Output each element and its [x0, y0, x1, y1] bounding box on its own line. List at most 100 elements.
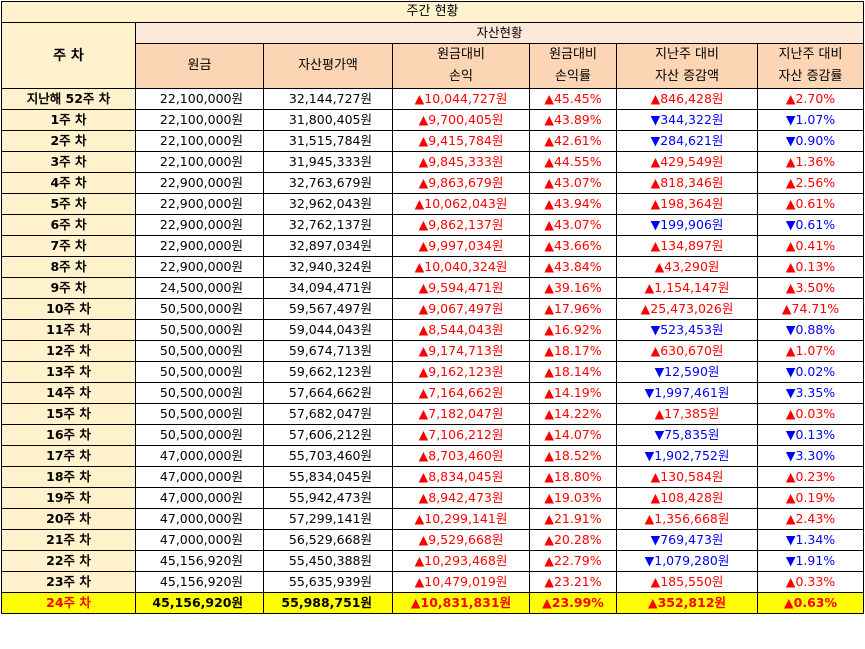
table-row: 4주 차 22,900,000원 32,763,679원 ▲9,863,679원 ▲43…	[1, 172, 865, 194]
pl-cell: ▲8,942,473원	[392, 487, 530, 509]
week-cell: 7주 차	[1, 235, 136, 257]
weekly-change-cell: ▲1,356,668원	[616, 508, 758, 530]
pl-rate-cell: ▲16.92%	[529, 319, 617, 341]
weekly-change-cell: ▲43,290원	[616, 256, 758, 278]
weekly-change-cell: ▼1,997,461원	[616, 382, 758, 404]
weekly-change-cell: ▲108,428원	[616, 487, 758, 509]
header-group-row: 주 차 자산현황	[1, 22, 865, 89]
pl-cell: ▲7,106,212원	[392, 424, 530, 446]
weekly-change-cell: ▼344,322원	[616, 109, 758, 131]
asset-value-cell: 55,450,388원	[263, 550, 393, 572]
asset-value-cell: 31,945,333원	[263, 151, 393, 173]
table-row: 13주 차 50,500,000원 59,662,123원 ▲9,162,123원 ▲1…	[1, 361, 865, 383]
weekly-change-rate-cell: ▲0.61%	[756, 193, 865, 215]
principal-cell: 47,000,000원	[135, 466, 264, 488]
principal-cell: 22,100,000원	[135, 130, 264, 152]
asset-value-cell: 32,897,034원	[263, 235, 393, 257]
pl-rate-cell: ▲45.45%	[529, 88, 617, 110]
weekly-change-rate-cell: ▲0.63%	[756, 592, 865, 614]
table-row: 11주 차 50,500,000원 59,044,043원 ▲8,544,043원 ▲1…	[1, 319, 865, 341]
pl-rate-cell: ▲23.99%	[529, 592, 617, 614]
weekly-change-cell: ▲818,346원	[616, 172, 758, 194]
pl-rate-cell: ▲43.94%	[529, 193, 617, 215]
weekly-change-rate-cell: ▼0.88%	[756, 319, 865, 341]
weekly-change-cell: ▲846,428원	[616, 88, 758, 110]
principal-cell: 22,900,000원	[135, 193, 264, 215]
asset-value-cell: 57,299,141원	[263, 508, 393, 530]
asset-value-cell: 57,682,047원	[263, 403, 393, 425]
asset-value-cell: 55,942,473원	[263, 487, 393, 509]
weekly-change-cell: ▼769,473원	[616, 529, 758, 551]
pl-rate-header: 원금대비 손익률	[529, 43, 617, 89]
weekly-change-cell: ▲429,549원	[616, 151, 758, 173]
asset-value-cell: 55,988,751원	[263, 592, 393, 614]
principal-cell: 22,100,000원	[135, 88, 264, 110]
asset-value-cell: 57,664,662원	[263, 382, 393, 404]
asset-value-cell: 31,800,405원	[263, 109, 393, 131]
weekly-change-rate-cell: ▼3.35%	[756, 382, 865, 404]
week-cell: 22주 차	[1, 550, 136, 572]
table-row: 8주 차 22,900,000원 32,940,324원 ▲10,040,324원 ▲4…	[1, 256, 865, 278]
table-row: 22주 차 45,156,920원 55,450,388원 ▲10,293,468원 ▲…	[1, 550, 865, 572]
weekly-change-rate-cell: ▲0.03%	[756, 403, 865, 425]
weekly-change-rate-cell: ▲0.19%	[756, 487, 865, 509]
pl-cell: ▲9,594,471원	[392, 277, 530, 299]
pl-rate-cell: ▲14.19%	[529, 382, 617, 404]
table-row: 14주 차 50,500,000원 57,664,662원 ▲7,164,662원 ▲1…	[1, 382, 865, 404]
asset-value-cell: 59,674,713원	[263, 340, 393, 362]
pl-cell: ▲10,479,019원	[392, 571, 530, 593]
pl-rate-cell: ▲43.66%	[529, 235, 617, 257]
asset-value-cell: 32,962,043원	[263, 193, 393, 215]
table-row: 5주 차 22,900,000원 32,962,043원 ▲10,062,043원 ▲4…	[1, 193, 865, 215]
weekly-change-rate-cell: ▼0.61%	[756, 214, 865, 236]
asset-value-cell: 55,703,460원	[263, 445, 393, 467]
week-cell: 4주 차	[1, 172, 136, 194]
weekly-change-cell: ▼1,902,752원	[616, 445, 758, 467]
week-cell: 8주 차	[1, 256, 136, 278]
principal-header: 원금	[135, 43, 264, 89]
week-cell: 14주 차	[1, 382, 136, 404]
principal-cell: 45,156,920원	[135, 550, 264, 572]
weekly-status-table: 주간 현황 주 차 자산현황 원금 자산평가액 원금대비 손익 원금대비 손익률 지…	[0, 1, 865, 614]
table-row: 21주 차 47,000,000원 56,529,668원 ▲9,529,668원 ▲2…	[1, 529, 865, 551]
weekly-change-rate-cell: ▼1.34%	[756, 529, 865, 551]
week-cell: 12주 차	[1, 340, 136, 362]
table-row: 20주 차 47,000,000원 57,299,141원 ▲10,299,141원 ▲…	[1, 508, 865, 530]
weekly-change-cell: ▲630,670원	[616, 340, 758, 362]
week-cell: 11주 차	[1, 319, 136, 341]
weekly-change-rate-cell: ▼0.13%	[756, 424, 865, 446]
table-row: 24주 차 45,156,920원 55,988,751원 ▲10,831,831원 ▲…	[1, 592, 865, 614]
weekly-change-rate-cell: ▲0.13%	[756, 256, 865, 278]
pl-rate-cell: ▲43.89%	[529, 109, 617, 131]
weekly-change-rate-cell: ▲0.23%	[756, 466, 865, 488]
week-cell: 3주 차	[1, 151, 136, 173]
table-row: 7주 차 22,900,000원 32,897,034원 ▲9,997,034원 ▲43…	[1, 235, 865, 257]
weekly-change-rate-cell: ▲2.43%	[756, 508, 865, 530]
week-cell: 18주 차	[1, 466, 136, 488]
principal-cell: 45,156,920원	[135, 592, 264, 614]
principal-cell: 50,500,000원	[135, 382, 264, 404]
pl-rate-cell: ▲14.07%	[529, 424, 617, 446]
principal-cell: 50,500,000원	[135, 424, 264, 446]
principal-cell: 22,900,000원	[135, 235, 264, 257]
pl-rate-cell: ▲43.84%	[529, 256, 617, 278]
pl-rate-cell: ▲18.14%	[529, 361, 617, 383]
pl-cell: ▲10,293,468원	[392, 550, 530, 572]
pl-cell: ▲10,040,324원	[392, 256, 530, 278]
pl-rate-cell: ▲22.79%	[529, 550, 617, 572]
week-cell: 2주 차	[1, 130, 136, 152]
pl-cell: ▲10,044,727원	[392, 88, 530, 110]
principal-cell: 47,000,000원	[135, 508, 264, 530]
pl-cell: ▲9,700,405원	[392, 109, 530, 131]
asset-value-cell: 56,529,668원	[263, 529, 393, 551]
week-cell: 19주 차	[1, 487, 136, 509]
table-row: 9주 차 24,500,000원 34,094,471원 ▲9,594,471원 ▲39…	[1, 277, 865, 299]
pl-cell: ▲9,862,137원	[392, 214, 530, 236]
table-row: 2주 차 22,100,000원 31,515,784원 ▲9,415,784원 ▲42…	[1, 130, 865, 152]
pl-cell: ▲9,845,333원	[392, 151, 530, 173]
pl-cell: ▲10,299,141원	[392, 508, 530, 530]
pl-rate-cell: ▲39.16%	[529, 277, 617, 299]
week-cell: 23주 차	[1, 571, 136, 593]
table-row: 3주 차 22,100,000원 31,945,333원 ▲9,845,333원 ▲44…	[1, 151, 865, 173]
week-cell: 15주 차	[1, 403, 136, 425]
